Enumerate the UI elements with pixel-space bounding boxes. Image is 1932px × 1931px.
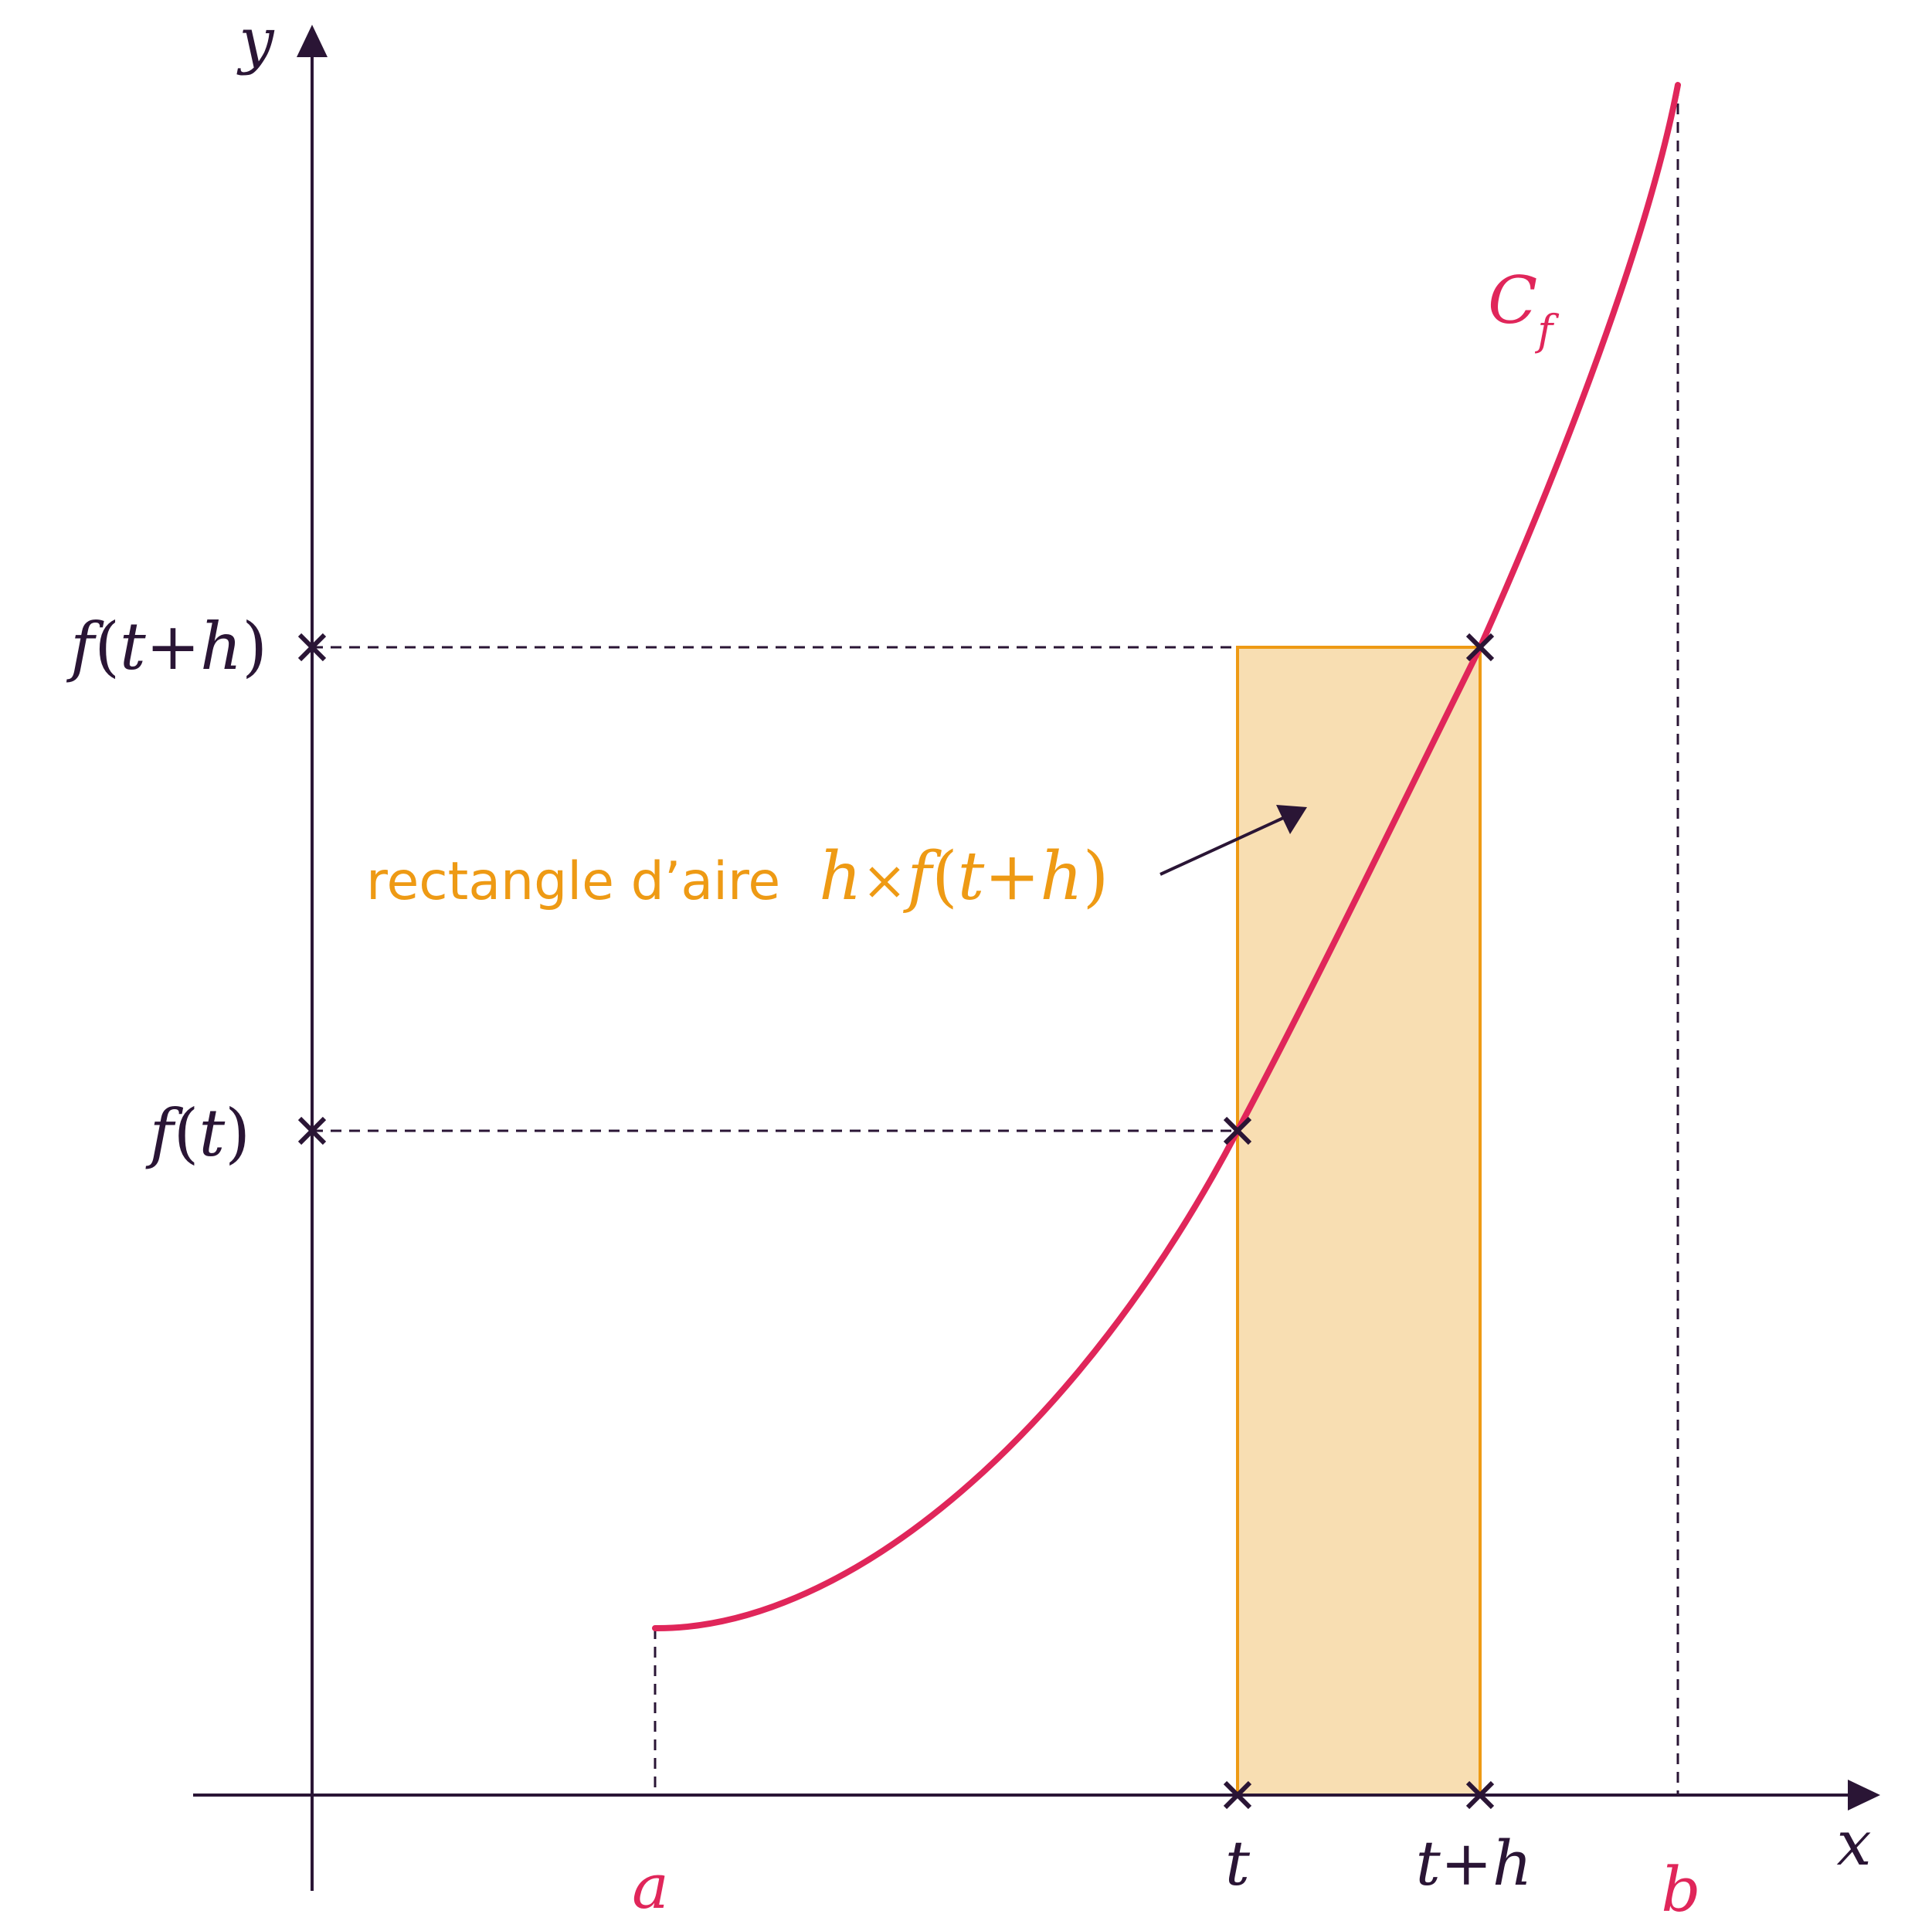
annotation-open: ( — [932, 838, 958, 915]
annotation-close: ) — [1083, 838, 1109, 915]
curve-label-main: C — [1488, 263, 1537, 338]
cross-markers — [297, 633, 1495, 1810]
y-tick-f-of-t-plus-h: f(t+h) — [66, 609, 267, 684]
curve-cf — [652, 82, 1681, 1632]
y-tick-f-of-t: f(t) — [145, 1095, 250, 1171]
cross-marker-f-of-t-plus-h — [297, 633, 327, 662]
x-axis-label: x — [1836, 1807, 1871, 1879]
cross-marker-axis-t — [1223, 1780, 1252, 1810]
y-tick-f-of-t-plus-h-close: ) — [242, 609, 267, 684]
cross-marker-point-t-plus-h — [1465, 633, 1495, 662]
y-tick-f-of-t-plus-h-arg: t+h — [120, 609, 242, 684]
annotation-arrow — [1160, 813, 1292, 876]
annotation-times: × — [862, 849, 908, 912]
annotation-label: rectangle d’aire h×f(t+h) — [366, 838, 1109, 915]
x-tick-t-plus-h: t+h — [1416, 1827, 1533, 1899]
y-tick-f-of-t-arg: t — [199, 1095, 225, 1171]
annotation-h: h — [819, 838, 861, 915]
annotation-text: rectangle d’aire — [366, 851, 780, 912]
x-tick-t: t — [1225, 1827, 1251, 1899]
annotation-arrow-head-icon — [1276, 805, 1307, 834]
annotation-arg: t+h — [958, 838, 1083, 915]
y-tick-f-of-t-open: ( — [174, 1095, 199, 1171]
axes — [193, 54, 1848, 1891]
y-axis-label: y — [236, 5, 275, 76]
y-axis-arrow-icon — [297, 25, 328, 57]
area-rectangle — [1236, 646, 1482, 1797]
dashed-guides — [312, 85, 1679, 1795]
cross-marker-point-t — [1223, 1116, 1252, 1145]
x-tick-b: b — [1661, 1854, 1700, 1926]
x-tick-a: a — [632, 1851, 669, 1923]
y-tick-f-of-t-close: ) — [225, 1095, 250, 1171]
y-tick-f-of-t-plus-h-open: ( — [94, 609, 120, 684]
cross-marker-f-of-t — [297, 1116, 327, 1145]
x-axis-arrow-icon — [1848, 1780, 1880, 1811]
curve-label: Cf — [1488, 263, 1559, 355]
curve-label-sub: f — [1534, 306, 1559, 355]
cross-marker-axis-t-plus-h — [1465, 1780, 1495, 1810]
